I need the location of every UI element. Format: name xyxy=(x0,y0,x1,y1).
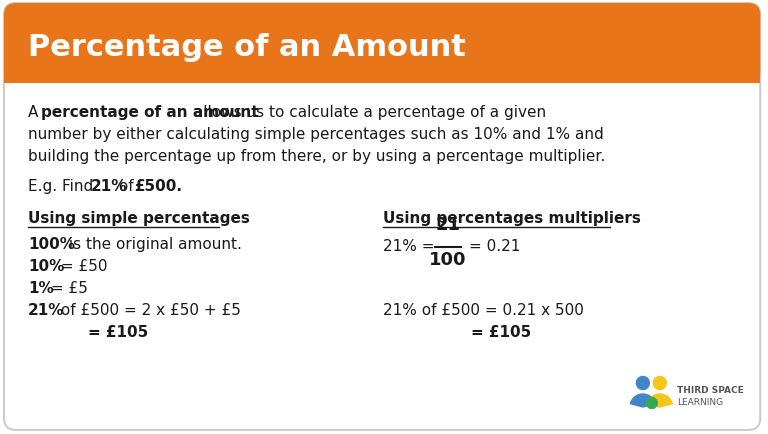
Text: THIRD SPACE: THIRD SPACE xyxy=(677,386,743,395)
Text: Using percentages multipliers: Using percentages multipliers xyxy=(383,210,641,226)
Text: of: of xyxy=(114,178,139,194)
Wedge shape xyxy=(647,394,672,407)
Text: 21%: 21% xyxy=(91,178,127,194)
FancyBboxPatch shape xyxy=(4,4,760,84)
Text: £500.: £500. xyxy=(134,178,182,194)
Text: = £105: = £105 xyxy=(471,324,531,339)
Text: building the percentage up from there, or by using a percentage multiplier.: building the percentage up from there, o… xyxy=(28,149,605,164)
Circle shape xyxy=(637,377,649,390)
Text: Using simple percentages: Using simple percentages xyxy=(28,210,250,226)
Text: E.g. Find: E.g. Find xyxy=(28,178,98,194)
Text: = £5: = £5 xyxy=(46,280,88,295)
Text: 21: 21 xyxy=(435,216,460,233)
Text: allows us to calculate a percentage of a given: allows us to calculate a percentage of a… xyxy=(189,105,546,120)
Circle shape xyxy=(654,377,666,390)
Text: Percentage of an Amount: Percentage of an Amount xyxy=(28,33,465,62)
Text: 1%: 1% xyxy=(28,280,54,295)
Wedge shape xyxy=(631,394,655,407)
Text: A: A xyxy=(28,105,43,120)
Text: 21% =: 21% = xyxy=(383,239,439,254)
Circle shape xyxy=(647,398,657,408)
Bar xyxy=(4,44,760,84)
Text: 21%: 21% xyxy=(28,302,65,317)
Text: of £500 = 2 x £50 + £5: of £500 = 2 x £50 + £5 xyxy=(56,302,240,317)
Text: 10%: 10% xyxy=(28,258,65,273)
Text: percentage of an amount: percentage of an amount xyxy=(41,105,258,120)
Text: number by either calculating simple percentages such as 10% and 1% and: number by either calculating simple perc… xyxy=(28,127,604,141)
Text: = 0.21: = 0.21 xyxy=(468,239,520,254)
FancyBboxPatch shape xyxy=(4,4,760,430)
Text: 21% of £500 = 0.21 x 500: 21% of £500 = 0.21 x 500 xyxy=(383,302,584,317)
Text: = £105: = £105 xyxy=(88,324,147,339)
Text: is the original amount.: is the original amount. xyxy=(64,237,242,251)
Text: LEARNING: LEARNING xyxy=(677,398,723,407)
Text: 100: 100 xyxy=(429,250,466,268)
Text: = £50: = £50 xyxy=(56,258,108,273)
Text: 100%: 100% xyxy=(28,237,74,251)
